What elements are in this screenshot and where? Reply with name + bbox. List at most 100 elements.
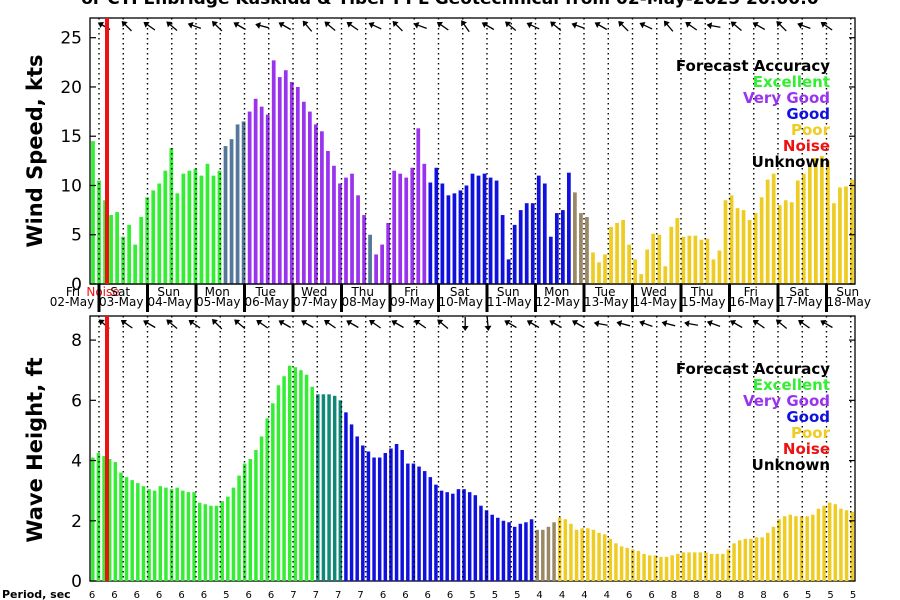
wave-bar — [799, 516, 804, 581]
wave-bar — [389, 448, 393, 581]
wind-bar — [675, 217, 680, 284]
wind-bar — [633, 259, 637, 284]
period-value: 6 — [783, 590, 789, 600]
wind-bar — [380, 244, 385, 284]
direction-arrow-icon — [368, 21, 382, 30]
day-date-label: 12-May — [536, 295, 580, 309]
direction-arrow-icon — [685, 21, 698, 31]
period-value: 5 — [469, 590, 475, 600]
wind-bar — [801, 173, 806, 284]
direction-arrow-icon — [776, 21, 787, 32]
legend-item: Unknown — [752, 456, 830, 474]
wave-bar — [827, 502, 832, 581]
chart-title: or CTI Enbridge Kaskida & Tiber PPL Geot… — [81, 0, 819, 9]
wave-bar — [282, 376, 286, 581]
wind-bar — [289, 82, 294, 284]
wind-bar — [693, 235, 698, 284]
wind-bar — [109, 215, 113, 284]
period-row-label: Period, sec — [2, 588, 71, 600]
wave-bar — [113, 462, 118, 581]
wind-bar — [145, 197, 150, 284]
period-values: 6 6 6 6 6 6 5 6 6 7 7 7 7 6 6 6 6 5 5 5 4 4 4 4 6 6 8 8 8 8 8 6 5 5 5 — [89, 590, 856, 600]
wind-bar — [283, 70, 288, 285]
wind-bar — [223, 146, 228, 284]
legend-item: Unknown — [752, 153, 830, 171]
wind-y-tick-label: 15 — [60, 127, 82, 147]
wind-bar — [356, 195, 360, 284]
period-value: 6 — [447, 590, 453, 600]
wind-bar — [548, 236, 553, 284]
wave-bar — [586, 528, 590, 581]
wind-direction-arrows — [97, 20, 833, 33]
wave-bar — [647, 555, 652, 581]
wind-bar — [265, 114, 270, 284]
wave-panel: 0 2 4 6 8 Wave Height, ft Forecast AccuracyE… — [23, 315, 856, 592]
day-name-label: Thu — [690, 285, 714, 299]
period-value: 8 — [760, 590, 766, 600]
legend-item: Good — [786, 408, 830, 426]
wave-bar — [726, 549, 731, 581]
wave-bar — [366, 451, 371, 581]
period-value: 5 — [827, 590, 833, 600]
wind-bar — [518, 210, 523, 284]
wave-bar — [563, 519, 568, 581]
day-date-label: 13-May — [584, 295, 628, 309]
period-value: 4 — [581, 590, 587, 600]
day-date-label: 15-May — [681, 295, 725, 309]
wave-bar — [467, 492, 472, 581]
wind-y-tick-label: 0 — [71, 275, 82, 295]
legend-item: Noise — [783, 440, 830, 458]
wave-bar — [844, 510, 849, 581]
wave-bar — [631, 549, 635, 581]
legend-item: Very Good — [743, 89, 830, 107]
wave-bar — [507, 522, 511, 581]
wave-bar — [625, 547, 629, 582]
direction-arrow-icon — [324, 319, 336, 329]
wave-bar — [619, 546, 624, 581]
wave-bar — [698, 552, 703, 581]
wind-bar — [157, 183, 162, 284]
direction-arrow-icon — [301, 319, 314, 329]
wind-bar — [199, 175, 204, 284]
wind-bar — [621, 219, 625, 284]
direction-arrow-icon — [437, 319, 449, 329]
wave-y-tick-label: 6 — [71, 391, 82, 411]
wave-bars — [91, 365, 854, 582]
wind-bar — [844, 186, 848, 284]
wave-bar — [614, 543, 618, 581]
direction-arrow-icon — [302, 20, 313, 32]
wind-bar — [169, 148, 174, 284]
wind-panel: 0 5 10 15 20 25 Wind Speed, kts Forecast Accu… — [23, 17, 856, 295]
wave-y-tick-label: 2 — [71, 512, 82, 532]
direction-arrow-icon — [414, 319, 427, 329]
day-date-label: 08-May — [342, 295, 386, 309]
wave-bar — [805, 516, 809, 581]
direction-arrow-icon — [120, 319, 133, 329]
wave-bar — [811, 514, 815, 581]
wind-bar — [717, 250, 722, 284]
wind-bar — [567, 172, 571, 284]
day-date-label: 07-May — [293, 295, 337, 309]
wave-bar — [664, 556, 669, 581]
direction-arrow-icon — [392, 21, 403, 32]
direction-arrow-icon — [436, 21, 449, 31]
day-date-label: 04-May — [148, 295, 192, 309]
day-name-label: Mon — [205, 285, 230, 299]
period-value: 5 — [805, 590, 811, 600]
direction-arrow-icon — [618, 21, 629, 32]
wave-bar — [529, 519, 534, 581]
wave-bar — [642, 553, 646, 581]
wave-bar — [276, 385, 281, 581]
wind-bar — [482, 173, 487, 284]
period-value: 7 — [313, 590, 319, 600]
direction-arrow-icon — [98, 319, 110, 329]
direction-arrow-icon — [211, 319, 223, 330]
wave-y-tick-label: 4 — [71, 452, 82, 472]
direction-arrow-icon — [166, 21, 178, 31]
wave-bar — [158, 486, 163, 581]
wind-y-tick-label: 5 — [71, 226, 82, 246]
direction-arrow-icon — [572, 319, 585, 329]
direction-arrow-icon — [526, 319, 540, 329]
period-value: 5 — [492, 590, 498, 600]
day-date-label: 17-May — [778, 295, 822, 309]
